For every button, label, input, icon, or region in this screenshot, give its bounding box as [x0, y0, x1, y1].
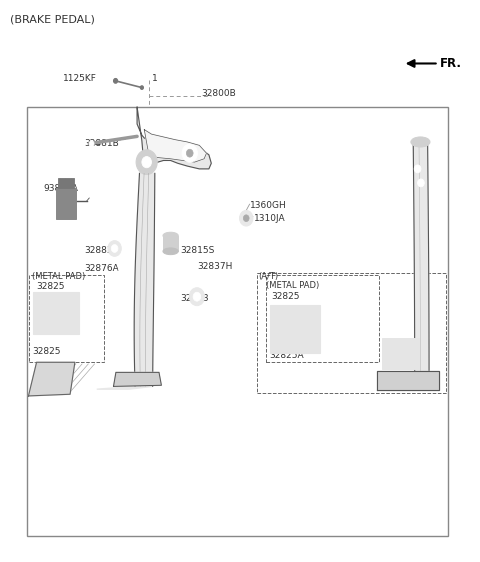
Text: 32800B: 32800B: [202, 89, 237, 98]
Text: 32876A: 32876A: [84, 264, 119, 273]
Polygon shape: [413, 144, 429, 379]
Bar: [163, 235, 178, 251]
Bar: [33, 292, 79, 334]
Circle shape: [111, 244, 118, 252]
Circle shape: [136, 150, 157, 174]
Bar: [58, 178, 74, 188]
Text: 32825A: 32825A: [270, 351, 304, 360]
Text: 93810A: 93810A: [44, 184, 79, 193]
Text: (METAL PAD): (METAL PAD): [32, 272, 85, 281]
Text: 32881B: 32881B: [84, 139, 119, 148]
Circle shape: [108, 241, 121, 256]
Text: 1125KF: 1125KF: [63, 74, 97, 83]
Polygon shape: [113, 373, 161, 387]
Text: 32815S: 32815S: [180, 246, 215, 255]
Circle shape: [142, 157, 152, 167]
Circle shape: [414, 165, 421, 173]
Ellipse shape: [163, 248, 178, 255]
Bar: [27, 107, 448, 536]
Text: FR.: FR.: [440, 57, 462, 70]
Bar: [56, 188, 76, 219]
Circle shape: [119, 265, 127, 274]
Text: (BRAKE PEDAL): (BRAKE PEDAL): [10, 15, 95, 25]
Text: 32825: 32825: [271, 292, 300, 301]
Polygon shape: [144, 130, 206, 162]
Bar: [266, 275, 379, 362]
Polygon shape: [137, 107, 211, 169]
Bar: [270, 305, 320, 353]
Text: 32883: 32883: [180, 294, 209, 303]
Circle shape: [141, 86, 144, 89]
Bar: [29, 275, 104, 362]
Circle shape: [114, 79, 118, 83]
Circle shape: [193, 292, 201, 301]
Text: (METAL PAD): (METAL PAD): [266, 281, 320, 290]
Text: 1360GH: 1360GH: [250, 201, 287, 210]
Circle shape: [182, 144, 197, 162]
Polygon shape: [97, 173, 155, 389]
Text: 32883: 32883: [84, 246, 113, 255]
Circle shape: [418, 179, 424, 187]
Polygon shape: [377, 371, 439, 391]
Bar: [257, 273, 446, 393]
Text: 1: 1: [152, 74, 157, 83]
Text: 32825: 32825: [32, 347, 60, 356]
Circle shape: [243, 215, 249, 221]
Circle shape: [186, 149, 193, 157]
Text: 32837H: 32837H: [197, 262, 232, 271]
Circle shape: [89, 141, 94, 147]
Bar: [382, 338, 420, 369]
Text: 32825: 32825: [36, 282, 65, 291]
Circle shape: [189, 288, 204, 306]
Ellipse shape: [163, 232, 178, 239]
Text: (A/T): (A/T): [258, 272, 278, 281]
Ellipse shape: [411, 137, 430, 147]
Text: 1310JA: 1310JA: [254, 214, 286, 223]
Polygon shape: [28, 362, 75, 396]
Circle shape: [240, 210, 253, 226]
